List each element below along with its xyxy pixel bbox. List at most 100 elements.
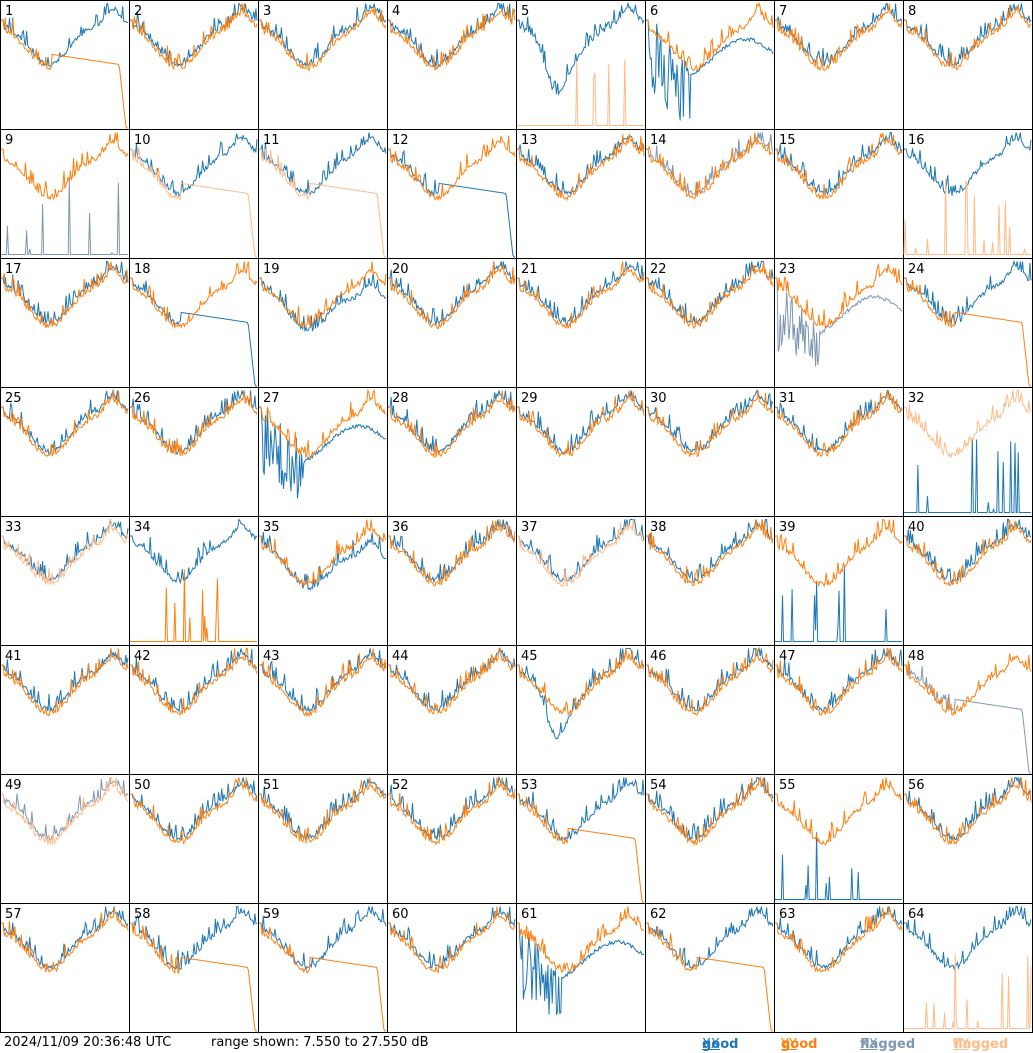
panel-frame [903,516,1033,646]
panel-frame [387,903,517,1033]
panel-number: 5 [521,4,529,19]
panel-frame [258,129,388,259]
series-yy-line [1,907,129,973]
panel-number: 1 [5,4,13,19]
panel-frame [903,903,1033,1033]
panel-number: 25 [5,391,22,406]
spectrum-panel-13: 13 [516,129,646,259]
series-yy-line [259,922,386,1032]
spectrum-panel-47: 47 [774,645,904,775]
spectrum-panel-33: 33 [0,516,130,646]
panel-frame [774,129,904,259]
panel-number: 31 [779,391,796,406]
spectrum-panel-62: 62 [645,903,775,1033]
legend-flagged-xx-word: flagged [860,1037,916,1052]
series-yy-line [1,17,128,129]
panel-frame [645,516,775,646]
spectrum-panel-1: 1 [0,0,130,130]
legend-flagged-yy-pol: YY [953,1037,969,1052]
series-xx-line [646,906,774,970]
panel-frame [387,645,517,775]
spectrum-panel-20: 20 [387,258,517,388]
panel-number: 64 [908,907,925,922]
series-xx-line [904,259,1032,326]
series-yy-line [388,906,516,975]
panel-number: 52 [392,778,409,793]
panel-frame [0,903,130,1033]
series-xx-line [1,2,129,67]
panel-number: 44 [392,649,409,664]
panel-frame [903,645,1033,775]
spectrum-panel-28: 28 [387,387,517,517]
spectrum-panel-36: 36 [387,516,517,646]
panel-number: 33 [5,520,22,535]
spectrum-panel-12: 12 [387,129,517,259]
panel-frame [129,387,259,517]
panel-number: 49 [5,778,22,793]
series-xx-line [259,906,387,971]
panel-number: 14 [650,133,667,148]
panel-number: 17 [5,262,22,277]
panel-number: 43 [263,649,280,664]
spectrum-panel-6: 6 [645,0,775,130]
series-xx-line [130,133,258,198]
panel-frame [387,129,517,259]
spectrum-panel-34: 34 [129,516,259,646]
panel-frame [0,129,130,259]
spectrum-panel-50: 50 [129,774,259,904]
panel-number: 10 [134,133,151,148]
series-yy-line [259,648,387,718]
series-yy-line [130,777,258,845]
spectrum-panel-23: 23 [774,258,904,388]
series-yy-line [646,132,774,199]
spectrum-panel-32: 32 [903,387,1033,517]
series-xx-line [904,906,1032,971]
series-xx-line [517,135,645,195]
spectrum-panel-40: 40 [903,516,1033,646]
series-yy-line [517,519,645,588]
series-yy-line [517,133,645,202]
panel-frame [387,387,517,517]
panel-frame [516,903,646,1033]
series-yy-line [130,648,258,716]
series-xx-line [517,261,645,326]
spectrum-panel-61: 61 [516,903,646,1033]
panel-number: 8 [908,4,916,19]
spectrum-panel-60: 60 [387,903,517,1033]
panel-number: 40 [908,520,925,535]
series-xx-line [1,181,128,255]
series-xx-line [259,132,387,196]
panel-number: 34 [134,520,151,535]
spectrum-panel-46: 46 [645,645,775,775]
panel-number: 23 [779,262,796,277]
panel-frame [0,387,130,517]
spectrum-panel-18: 18 [129,258,259,388]
series-yy-line [775,906,903,973]
series-yy-line [259,261,387,329]
footer-bar: 2024/11/09 20:36:48 UTC range shown: 7.5… [0,1033,1033,1053]
series-yy-line [775,518,903,588]
panel-frame [258,516,388,646]
series-xx-line [130,777,258,841]
panel-number: 37 [521,520,538,535]
spectrum-panel-41: 41 [0,645,130,775]
panel-frame [645,258,775,388]
panel-frame [516,129,646,259]
spectrum-panel-64: 64 [903,903,1033,1033]
panel-frame [129,903,259,1033]
spectrum-panel-35: 35 [258,516,388,646]
panel-frame [129,516,259,646]
series-yy-line [388,135,516,202]
series-yy-line [1,777,129,846]
spectrum-panel-63: 63 [774,903,904,1033]
panel-number: 28 [392,391,409,406]
series-xx-line [130,906,258,971]
series-xx-line [904,438,1031,513]
spectrum-panel-38: 38 [645,516,775,646]
panel-frame [903,0,1033,130]
series-yy-line [904,390,1032,458]
panel-number: 20 [392,262,409,277]
series-yy-line [775,777,903,846]
panel-frame [258,645,388,775]
panel-number: 47 [779,649,796,664]
